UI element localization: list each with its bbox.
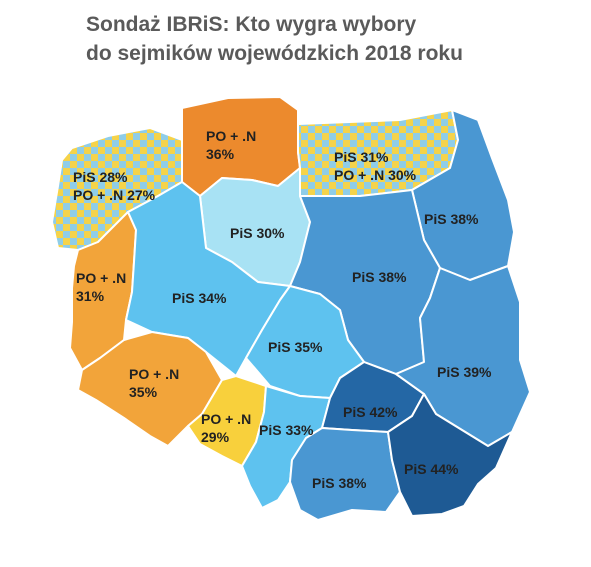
label-line: 36% <box>206 146 235 162</box>
label-dolnoslaskie: PO + .N 35% <box>129 365 179 401</box>
region-malopolskie <box>289 427 401 521</box>
label-line: PiS 38% <box>312 475 367 491</box>
label-line: 35% <box>129 384 158 400</box>
label-slaskie: PiS 33% <box>259 421 313 439</box>
map-title-line-2: do sejmików wojewódzkich 2018 roku <box>86 42 463 65</box>
map-title: Sondaż IBRiS: Kto wygra wybory do sejmik… <box>86 10 566 68</box>
label-line: PiS 35% <box>268 339 323 355</box>
label-warminsko-mazurskie: PiS 31% PO + .N 30% <box>334 148 416 184</box>
label-lodzkie: PiS 35% <box>268 338 322 356</box>
label-kujawsko-pomorskie: PiS 30% <box>230 224 284 242</box>
label-mazowieckie: PiS 38% <box>352 268 406 286</box>
label-line: PO + .N 27% <box>73 187 156 203</box>
label-line: PO + .N <box>129 366 180 382</box>
label-zachodniopomorskie: PiS 28% PO + .N 27% <box>73 168 155 204</box>
label-line: 31% <box>76 288 105 304</box>
label-opolskie: PO + .N 29% <box>201 410 251 446</box>
label-lubuskie: PO + .N 31% <box>76 269 126 305</box>
label-line: PO + .N <box>76 270 127 286</box>
label-pomorskie: PO + .N 36% <box>206 127 256 163</box>
label-line: 29% <box>201 429 230 445</box>
label-line: PiS 31% <box>334 149 389 165</box>
label-line: PiS 42% <box>343 404 398 420</box>
label-swietokrzyskie: PiS 42% <box>343 403 397 421</box>
label-line: PiS 44% <box>404 461 459 477</box>
label-line: PiS 28% <box>73 169 128 185</box>
label-line: PiS 39% <box>437 364 492 380</box>
label-line: PO + .N 30% <box>334 167 417 183</box>
label-line: PiS 30% <box>230 225 285 241</box>
label-lubelskie: PiS 39% <box>437 363 491 381</box>
label-line: PO + .N <box>206 128 257 144</box>
label-line: PO + .N <box>201 411 252 427</box>
region-wielkopolskie <box>125 181 291 377</box>
label-line: PiS 33% <box>259 422 314 438</box>
label-malopolskie: PiS 38% <box>312 474 366 492</box>
label-line: PiS 38% <box>352 269 407 285</box>
label-line: PiS 34% <box>172 290 227 306</box>
label-podlaskie: PiS 38% <box>424 210 478 228</box>
label-wielkopolskie: PiS 34% <box>172 289 226 307</box>
label-podkarpackie: PiS 44% <box>404 460 458 478</box>
map-title-line-1: Sondaż IBRiS: Kto wygra wybory <box>86 13 417 36</box>
region-podkarpackie <box>387 393 513 517</box>
label-line: PiS 38% <box>424 211 479 227</box>
